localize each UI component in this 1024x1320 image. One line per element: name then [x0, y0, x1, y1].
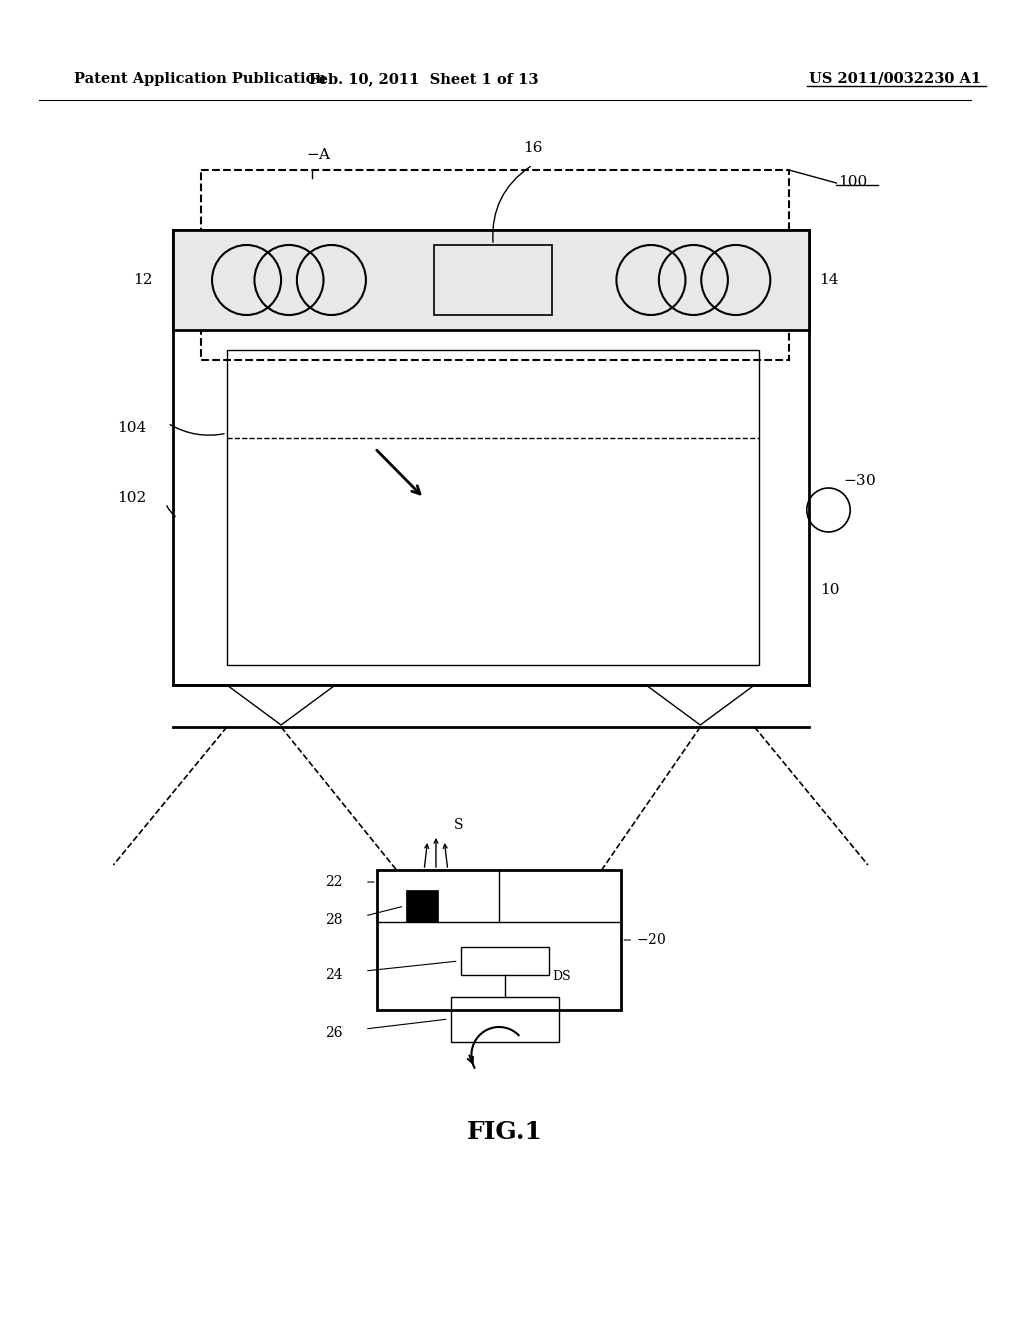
Text: Feb. 10, 2011  Sheet 1 of 13: Feb. 10, 2011 Sheet 1 of 13: [309, 73, 539, 86]
Text: 10: 10: [820, 583, 840, 597]
Bar: [407, 890, 438, 921]
Text: US 2011/0032230 A1: US 2011/0032230 A1: [809, 73, 981, 86]
Text: 28: 28: [325, 913, 342, 927]
Text: 12: 12: [133, 273, 153, 286]
Bar: [201, 170, 790, 360]
Text: 16: 16: [522, 141, 543, 154]
Text: $\mathsf{-}$A: $\mathsf{-}$A: [306, 147, 332, 162]
Bar: [227, 350, 760, 665]
Bar: [434, 246, 552, 315]
Text: 24: 24: [325, 968, 342, 982]
Text: DS: DS: [552, 970, 571, 983]
Text: $\mathsf{-}$20: $\mathsf{-}$20: [636, 932, 667, 948]
Text: S: S: [454, 818, 463, 832]
Text: FIG.1: FIG.1: [467, 1119, 543, 1144]
Text: 100: 100: [839, 176, 867, 189]
Text: 102: 102: [117, 491, 146, 506]
Polygon shape: [646, 685, 755, 725]
Bar: [173, 230, 809, 685]
Text: $\mathsf{-}$30: $\mathsf{-}$30: [844, 473, 877, 488]
Text: 14: 14: [818, 273, 838, 286]
Bar: [173, 230, 809, 330]
Text: 26: 26: [325, 1026, 342, 1040]
Text: 104: 104: [117, 421, 146, 436]
Text: Patent Application Publication: Patent Application Publication: [74, 73, 326, 86]
Bar: [461, 946, 549, 975]
Bar: [377, 870, 622, 1010]
Text: 22: 22: [325, 875, 342, 888]
Polygon shape: [227, 685, 335, 725]
Bar: [451, 997, 559, 1041]
